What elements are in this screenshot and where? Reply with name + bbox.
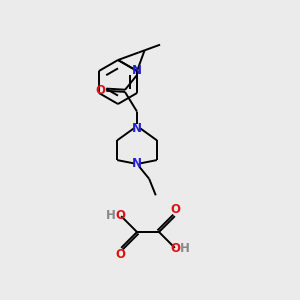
Text: O: O: [95, 84, 105, 97]
Text: H: H: [180, 242, 190, 255]
Text: O: O: [171, 203, 181, 216]
Text: O: O: [171, 242, 181, 255]
Text: N: N: [132, 157, 142, 170]
Text: N: N: [132, 64, 142, 77]
Text: O: O: [115, 248, 125, 261]
Text: N: N: [132, 122, 142, 135]
Text: H: H: [106, 209, 116, 222]
Text: O: O: [115, 209, 125, 222]
